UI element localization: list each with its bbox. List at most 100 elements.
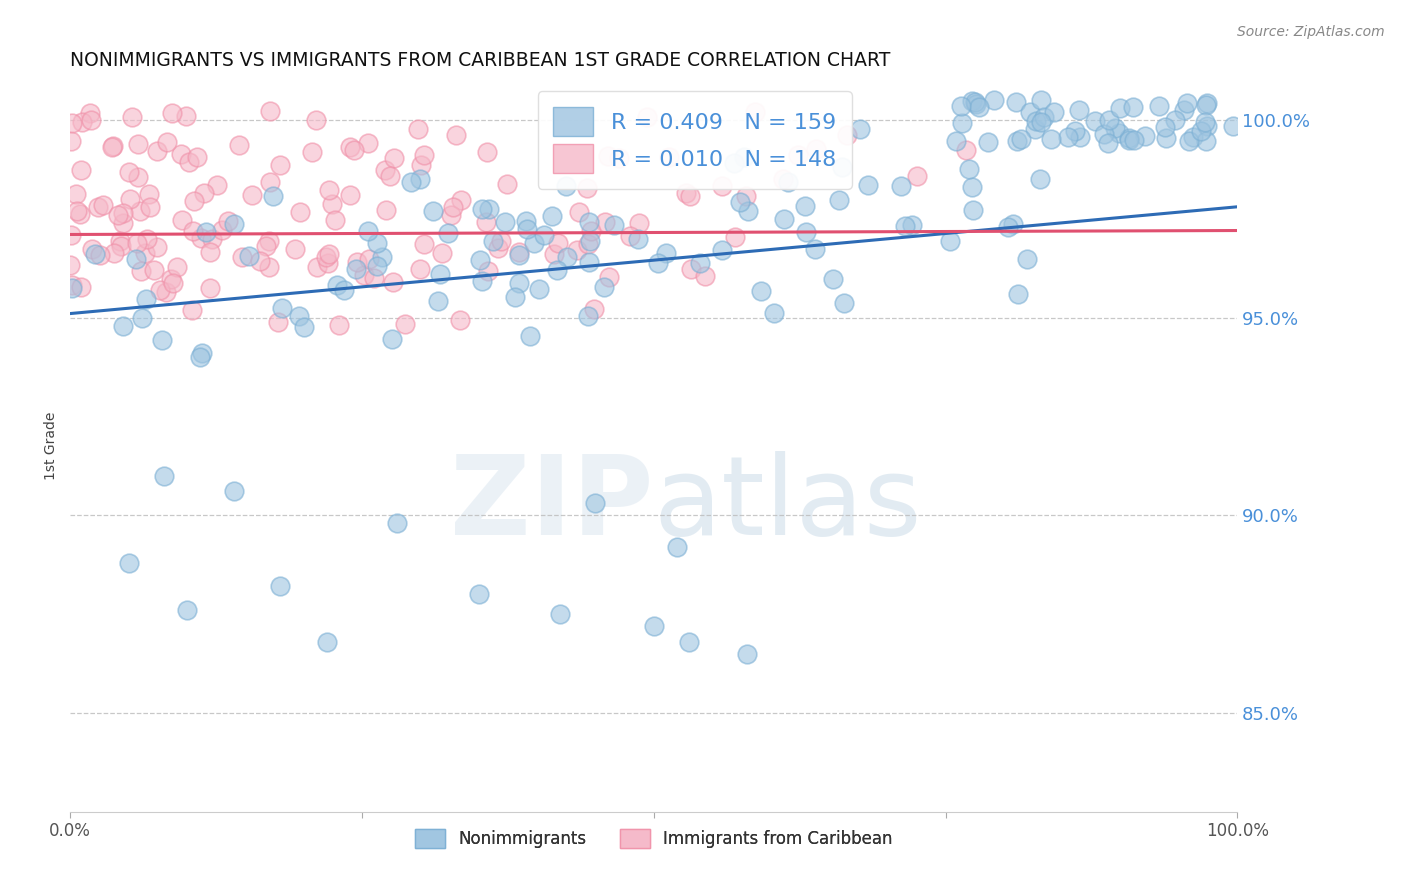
Point (1189, 123, 1212, 137)
Point (271, 301, 294, 315)
Point (1029, 172, 1052, 186)
Point (675, 186, 697, 200)
Point (962, 202, 984, 217)
Point (129, 264, 152, 278)
Point (363, 270, 385, 285)
Point (374, 202, 396, 217)
Point (318, 246, 340, 260)
Point (343, 143, 366, 157)
Point (1222, 119, 1244, 133)
Point (430, 245, 453, 260)
Point (678, 189, 700, 203)
Text: NONIMMIGRANTS VS IMMIGRANTS FROM CARIBBEAN 1ST GRADE CORRELATION CHART: NONIMMIGRANTS VS IMMIGRANTS FROM CARIBBE… (70, 52, 890, 70)
Point (1108, 126, 1130, 140)
Point (323, 212, 346, 227)
Point (1173, 103, 1195, 117)
Point (321, 197, 343, 211)
Point (170, 213, 193, 227)
Point (1040, 132, 1063, 146)
Point (508, 245, 530, 260)
Point (70, 115, 93, 129)
Point (267, 315, 290, 329)
Point (749, 284, 772, 298)
Point (231, 250, 253, 264)
Point (1084, 113, 1107, 128)
Point (1118, 132, 1140, 146)
Point (821, 272, 844, 286)
Point (152, 468, 174, 483)
Point (1067, 103, 1090, 118)
Point (59, 227, 82, 242)
Point (579, 234, 602, 248)
Point (787, 148, 810, 162)
Point (382, 151, 405, 165)
Point (762, 306, 785, 320)
Point (422, 203, 444, 218)
Point (1154, 120, 1177, 134)
Point (127, 170, 149, 185)
Point (259, 260, 281, 275)
Point (193, 186, 215, 200)
Point (723, 155, 745, 169)
Point (546, 263, 568, 277)
Point (939, 235, 962, 249)
Point (162, 276, 184, 290)
Point (127, 235, 149, 250)
Point (339, 140, 361, 154)
Point (138, 187, 160, 202)
Point (146, 144, 169, 158)
Point (695, 268, 717, 283)
Point (371, 251, 394, 265)
Point (1001, 217, 1024, 231)
Point (440, 208, 463, 222)
Point (477, 145, 499, 159)
Point (200, 281, 222, 295)
Point (1194, 114, 1216, 128)
Point (190, 231, 212, 245)
Point (585, 496, 607, 510)
Point (381, 275, 404, 289)
Text: ZIP: ZIP (450, 451, 654, 558)
Point (541, 209, 564, 223)
Point (65, 186, 87, 201)
Point (482, 234, 505, 248)
Point (603, 218, 626, 232)
Point (576, 237, 599, 252)
Point (1109, 101, 1132, 115)
Point (149, 284, 172, 298)
Point (315, 250, 337, 264)
Point (195, 225, 218, 239)
Point (794, 225, 817, 239)
Point (689, 256, 711, 270)
Point (333, 283, 356, 297)
Point (1195, 134, 1218, 148)
Point (366, 235, 388, 250)
Legend: Nonimmigrants, Immigrants from Caribbean: Nonimmigrants, Immigrants from Caribbean (408, 822, 900, 855)
Point (508, 276, 530, 290)
Point (385, 516, 408, 530)
Point (619, 228, 641, 243)
Point (180, 303, 202, 318)
Point (191, 345, 214, 359)
Point (516, 221, 538, 235)
Point (1122, 100, 1144, 114)
Point (170, 146, 193, 161)
Point (59, 134, 82, 148)
Point (711, 243, 734, 257)
Point (107, 208, 129, 222)
Point (59, 258, 82, 272)
Point (960, 180, 983, 194)
Point (965, 97, 987, 112)
Point (963, 95, 986, 110)
Point (222, 484, 245, 499)
Point (955, 143, 977, 157)
Point (828, 193, 851, 207)
Point (160, 105, 183, 120)
Point (467, 587, 491, 601)
Point (831, 160, 853, 174)
Point (945, 135, 967, 149)
Point (111, 205, 134, 219)
Point (575, 180, 598, 194)
Point (471, 202, 494, 217)
Point (1154, 131, 1177, 145)
